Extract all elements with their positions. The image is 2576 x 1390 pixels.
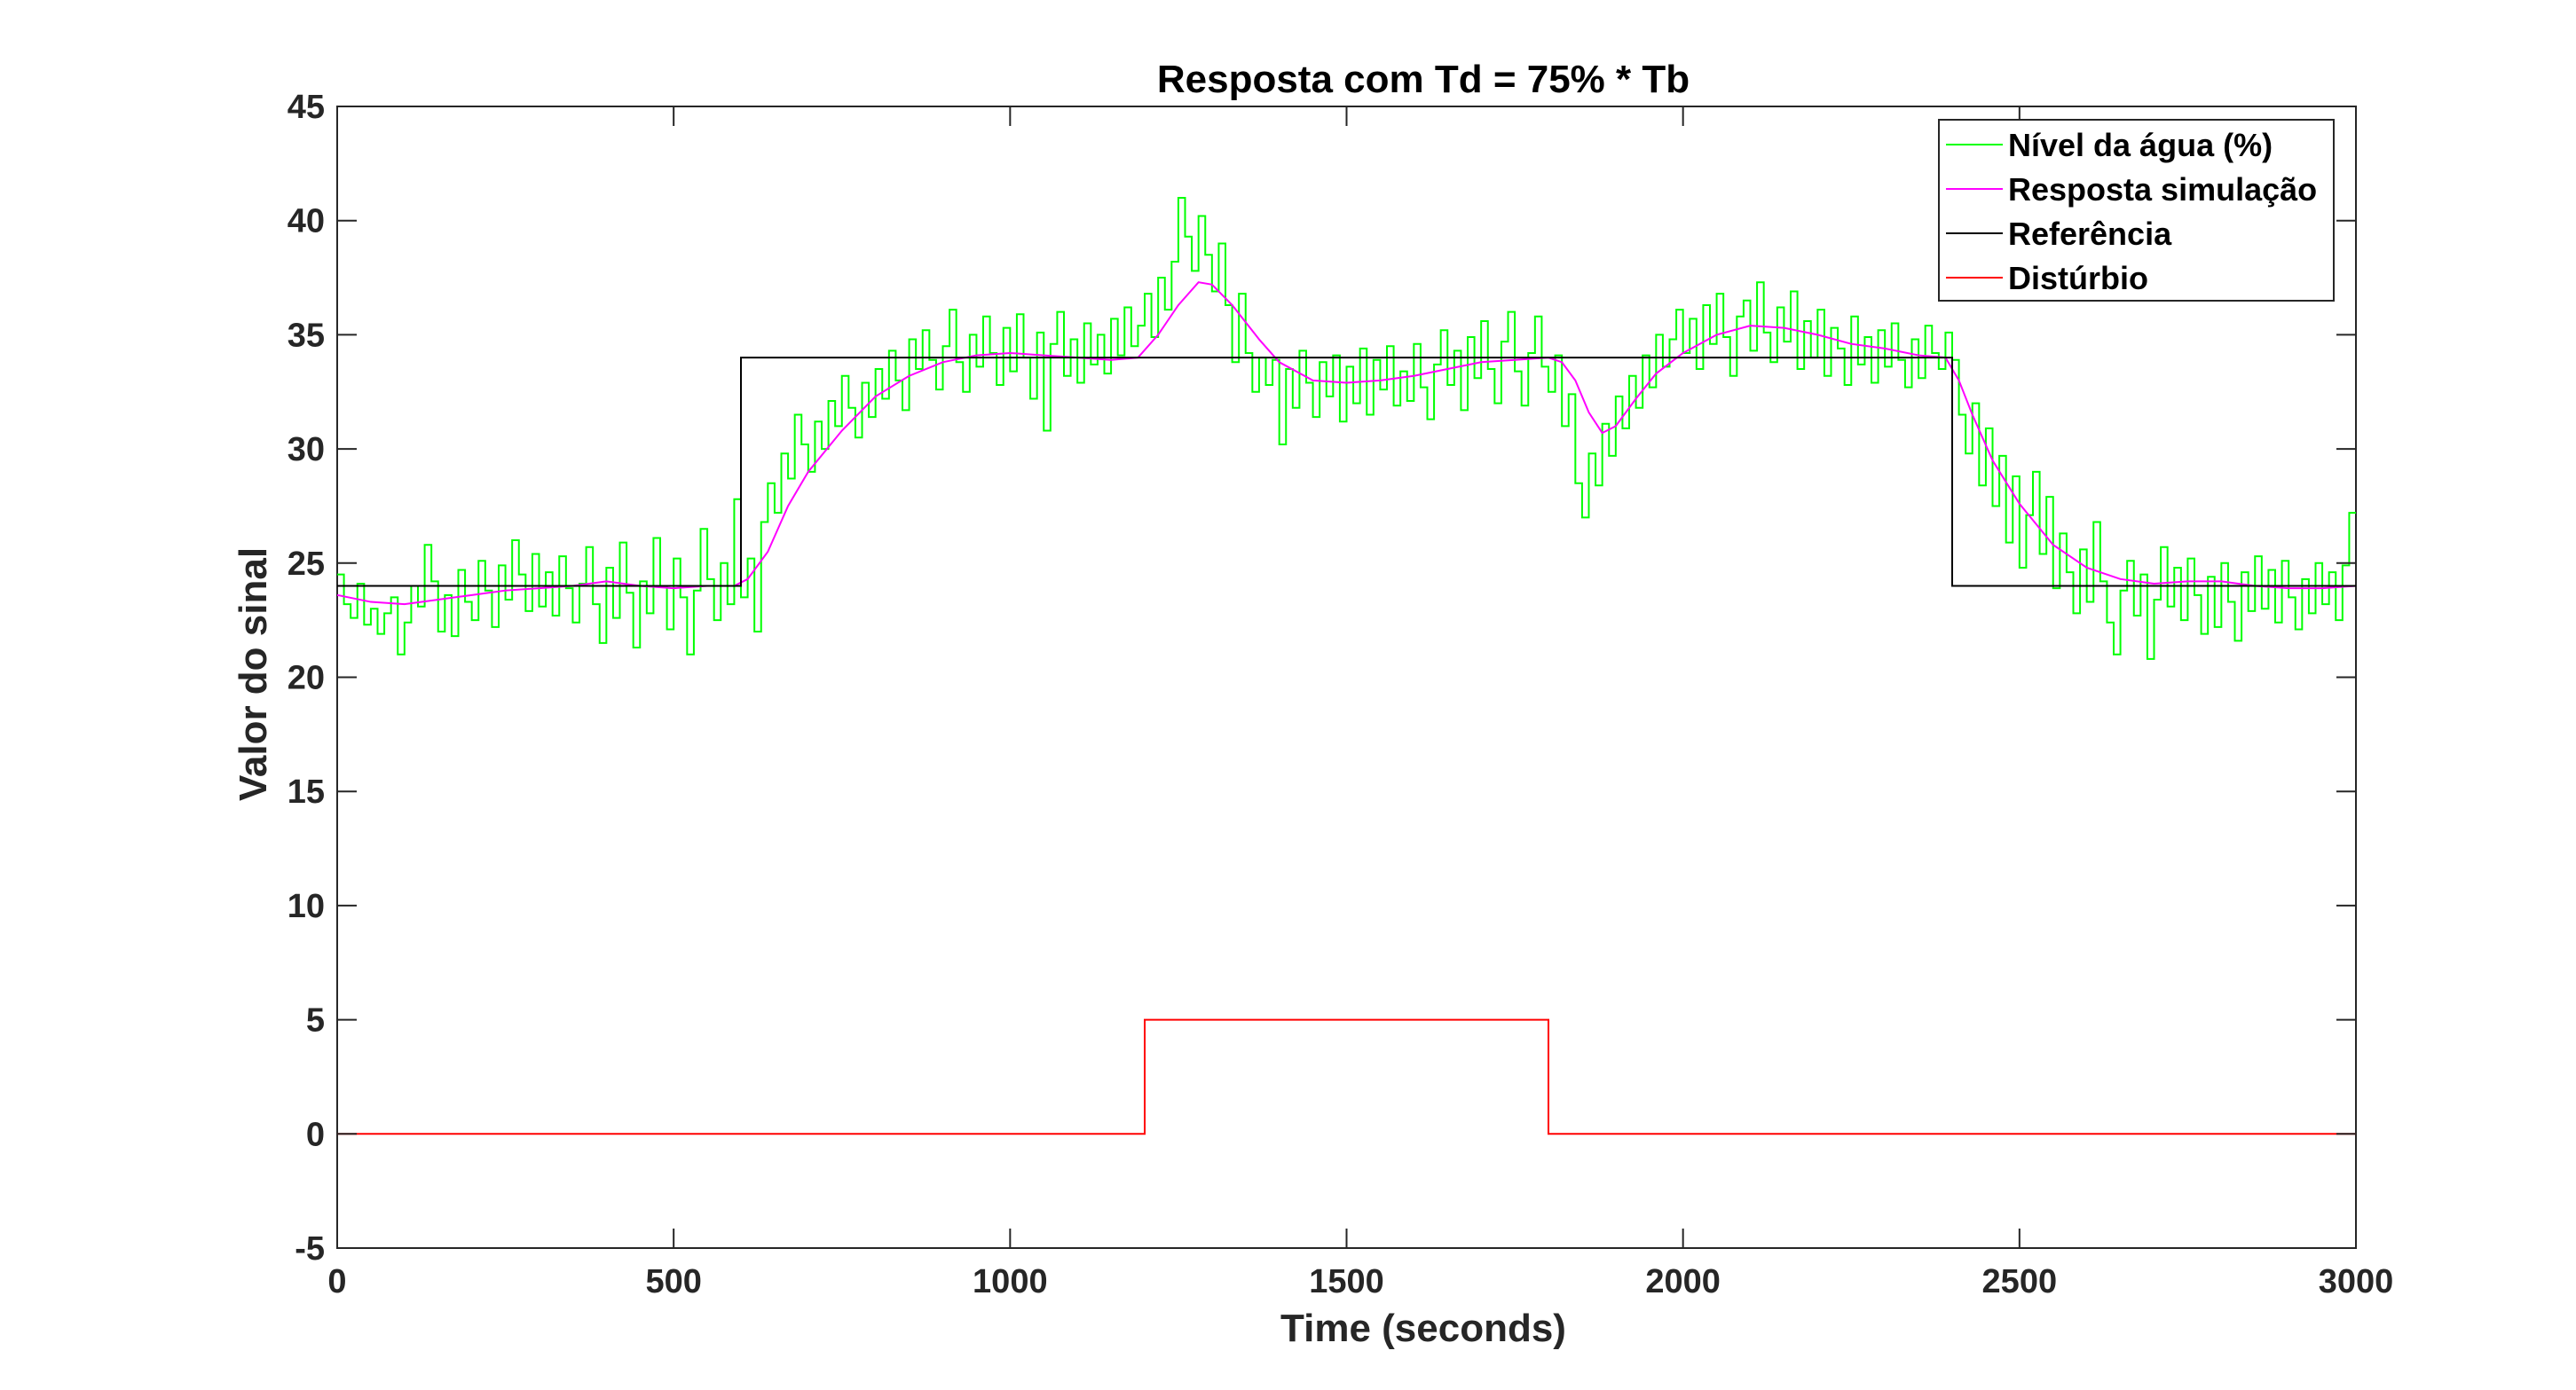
legend-label-0: Nível da água (%) [2008,127,2273,163]
series-line-2 [337,357,2356,587]
x-tick-label: 3000 [2319,1263,2394,1300]
y-tick-label: 10 [288,888,325,925]
y-axis-label: Valor do sinal [232,547,275,801]
y-tick-label: 20 [288,660,325,697]
y-tick-label: 25 [288,546,325,583]
x-axis-label: Time (seconds) [1280,1307,1566,1350]
y-tick-label: 15 [288,774,325,811]
legend-label-1: Resposta simulação [2008,171,2317,208]
chart-title: Resposta com Td = 75% * Tb [1157,58,1690,101]
legend-label-3: Distúrbio [2008,260,2148,296]
x-tick-label: 1500 [1309,1263,1384,1300]
x-tick-label: 2500 [1982,1263,2058,1300]
legend-box [1938,119,2335,302]
y-tick-label: 40 [288,203,325,240]
y-tick-label: 0 [306,1116,325,1153]
x-tick-label: 500 [645,1263,701,1300]
axis-ticks: 0 500 1000 1500 2000 2500 3000-505101520253035… [288,89,2394,1300]
series-group [337,196,2356,1135]
y-tick-label: -5 [295,1230,325,1268]
y-tick-label: 45 [288,89,325,126]
y-tick-label: 35 [288,317,325,354]
legend-label-2: Referência [2008,216,2172,252]
series-line-0 [337,196,2356,660]
x-tick-label: 2000 [1645,1263,1721,1300]
y-tick-label: 30 [288,431,325,468]
x-tick-label: 1000 [973,1263,1048,1300]
series-line-3 [337,1018,2356,1135]
legend: Nível da água (%) Resposta simulação Refer… [1938,119,2335,302]
y-tick-label: 5 [306,1002,325,1040]
x-tick-label: 0 [327,1263,346,1300]
